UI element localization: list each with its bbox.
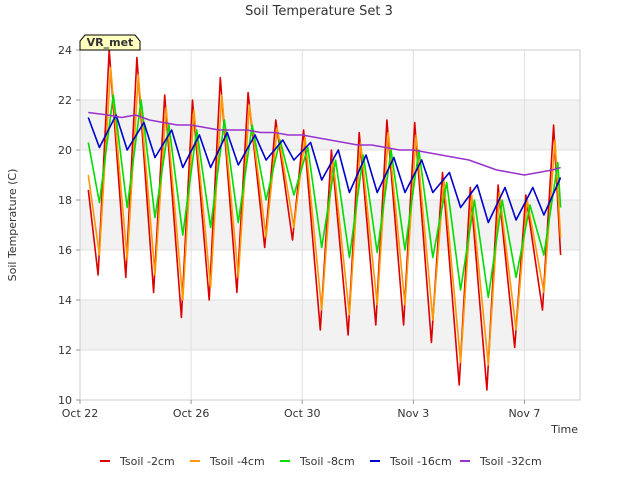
series-line-tsoil-4cm: [87, 66, 562, 366]
plot-area-border: [79, 49, 581, 401]
legend-label-tsoil-16cm: Tsoil -16cm: [389, 455, 452, 468]
x-tick-label: Oct 30: [284, 407, 321, 420]
y-tick-label: 14: [58, 294, 72, 307]
y-tick-label: 20: [58, 144, 72, 157]
x-tick-label: Oct 26: [173, 407, 210, 420]
legend-label-tsoil-8cm: Tsoil -8cm: [299, 455, 355, 468]
y-tick-label: 22: [58, 94, 72, 107]
chart-title: Soil Temperature Set 3: [245, 4, 393, 19]
x-tick-label: Nov 7: [508, 407, 540, 420]
x-tick-label: Nov 3: [397, 407, 429, 420]
y-tick-label: 12: [58, 344, 72, 357]
legend-label-tsoil-2cm: Tsoil -2cm: [119, 455, 175, 468]
badge-label: VR_met: [87, 36, 134, 49]
legend-label-tsoil-32cm: Tsoil -32cm: [479, 455, 542, 468]
grid-band: [80, 300, 580, 350]
x-axis: Oct 22 Oct 26 Oct 30 Nov 3 Nov 7: [62, 400, 540, 420]
x-tick-label: Oct 22: [62, 407, 99, 420]
y-tick-label: 16: [58, 244, 72, 257]
legend: Tsoil -2cm Tsoil -4cm Tsoil -8cm Tsoil -16c…: [100, 455, 542, 468]
series-line-tsoil-8cm: [87, 94, 562, 299]
y-tick-label: 18: [58, 194, 72, 207]
y-axis-label: Soil Temperature (C): [6, 169, 19, 282]
series-line-tsoil-16cm: [87, 114, 562, 224]
series-line-tsoil-32cm: [88, 111, 561, 176]
grid-band: [80, 100, 580, 150]
series-lines: [87, 49, 562, 391]
grid-bands: [80, 100, 580, 350]
y-tick-label: 10: [58, 394, 72, 407]
x-axis-label: Time: [550, 423, 578, 436]
legend-label-tsoil-4cm: Tsoil -4cm: [209, 455, 265, 468]
vr-met-badge: VR_met: [79, 34, 141, 51]
y-axis: 10 12 14 16 18 20 22 24: [58, 44, 80, 407]
y-tick-label: 24: [58, 44, 72, 57]
